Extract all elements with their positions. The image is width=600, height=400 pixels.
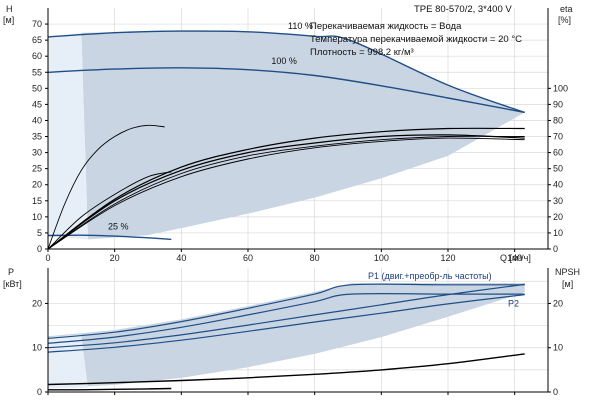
y2-axis-unit: [%] <box>558 15 571 25</box>
y2-tick-label: 70 <box>553 132 563 142</box>
npsh-axis-label: NPSH <box>555 267 580 277</box>
curve-speed-label: 25 % <box>108 222 129 232</box>
y-tick-label: 40 <box>32 115 42 125</box>
y2-tick-label: 80 <box>553 115 563 125</box>
npsh-axis-unit: [м] <box>562 279 573 289</box>
x-tick-label: 20 <box>110 253 120 263</box>
y2-tick-label: 20 <box>553 212 563 222</box>
x-tick-label: 100 <box>374 253 389 263</box>
p2-curve-label: P2 <box>508 299 519 309</box>
y-tick-label: 65 <box>32 35 42 45</box>
x-axis-label: Q [м³/ч] <box>500 253 531 263</box>
efficiency-curve-9 <box>47 137 525 250</box>
efficiency-curve-7 <box>47 134 525 250</box>
power-npsh-chart: 0 10 20 0 10 20 P [кВт] NPSH [м] P1 (двиг.+преобр-… <box>3 267 580 397</box>
npsh-curve-6 <box>47 387 172 391</box>
y-tick-label: 0 <box>37 244 42 254</box>
power-operating-envelope-light <box>48 334 88 389</box>
power-curve-4 <box>47 294 525 353</box>
power-curve-3 <box>47 283 525 349</box>
p1-curve-label: P1 (двиг.+преобр-ль частоты) <box>368 271 492 281</box>
head-efficiency-chart: 0 5 10 15 20 25 30 35 40 45 50 55 60 65 70 0 10 20 30 40 50 6… <box>3 4 573 263</box>
power-operating-envelope <box>48 283 525 389</box>
curve-speed-label: 100 % <box>271 56 297 66</box>
y2-tick-label: 60 <box>553 148 563 158</box>
y-tick-label: 50 <box>32 83 42 93</box>
npsh-tick-label: 20 <box>553 298 563 308</box>
y-tick-label: 5 <box>37 228 42 238</box>
efficiency-curve-8 <box>47 135 525 250</box>
y-tick-label: 25 <box>32 164 42 174</box>
info-density: Плотность = 998.2 кг/м³ <box>310 47 414 58</box>
y2-tick-label: 40 <box>553 180 563 190</box>
y-tick-label: 15 <box>32 196 42 206</box>
p-tick-label: 0 <box>37 387 42 397</box>
y-tick-label: 20 <box>32 180 42 190</box>
x-tick-label: 40 <box>176 253 186 263</box>
y2-tick-label: 50 <box>553 164 563 174</box>
p-tick-label: 10 <box>32 343 42 353</box>
x-tick-label: 0 <box>45 253 50 263</box>
y-tick-label: 70 <box>32 19 42 29</box>
head-curve-3 <box>47 234 172 241</box>
pump-info-block: TPE 80-570/2, 3*400 V Перекачиваемая жид… <box>310 4 522 58</box>
pump-model: TPE 80-570/2, 3*400 V <box>414 4 512 15</box>
y2-tick-label: 30 <box>553 196 563 206</box>
y-tick-label: 10 <box>32 212 42 222</box>
y-tick-label: 55 <box>32 67 42 77</box>
head-curve-1 <box>47 30 525 114</box>
info-liquid: Перекачиваемая жидкость = Вода <box>310 21 462 32</box>
x-tick-label: 80 <box>310 253 320 263</box>
y2-tick-label: 10 <box>553 228 563 238</box>
x-tick-label: 120 <box>440 253 455 263</box>
info-temperature: Температура перекачиваемой жидкости = 20… <box>310 34 522 45</box>
curve-speed-label: 110 % <box>288 21 313 31</box>
y2-axis-label: eta <box>560 4 573 14</box>
efficiency-curve-5 <box>47 171 172 250</box>
p-tick-label: 20 <box>32 298 42 308</box>
y2-tick-label: 90 <box>553 99 563 109</box>
x-tick-label: 140 <box>507 253 522 263</box>
npsh-curve-5 <box>47 353 525 386</box>
y-axis-label: H <box>6 4 13 14</box>
p-axis-label: P <box>8 267 14 277</box>
y2-tick-label: 100 <box>553 83 568 93</box>
power-curve-2 <box>47 292 525 344</box>
efficiency-curve-4 <box>47 124 165 250</box>
power-curve-1 <box>47 283 525 339</box>
y-tick-label: 45 <box>32 99 42 109</box>
y-axis-unit: [м] <box>3 15 14 25</box>
npsh-tick-label: 10 <box>553 343 563 353</box>
efficiency-curve-6 <box>47 127 525 250</box>
x-tick-label: 60 <box>243 253 253 263</box>
head-curve-2 <box>47 67 525 114</box>
y-tick-label: 30 <box>32 148 42 158</box>
y-tick-label: 60 <box>32 51 42 61</box>
p-axis-unit: [кВт] <box>3 279 22 289</box>
y2-tick-label: 0 <box>553 244 558 254</box>
operating-range-envelope-light <box>48 32 88 240</box>
y-tick-label: 35 <box>32 132 42 142</box>
npsh-tick-label: 0 <box>553 387 558 397</box>
operating-range-envelope <box>81 31 525 240</box>
